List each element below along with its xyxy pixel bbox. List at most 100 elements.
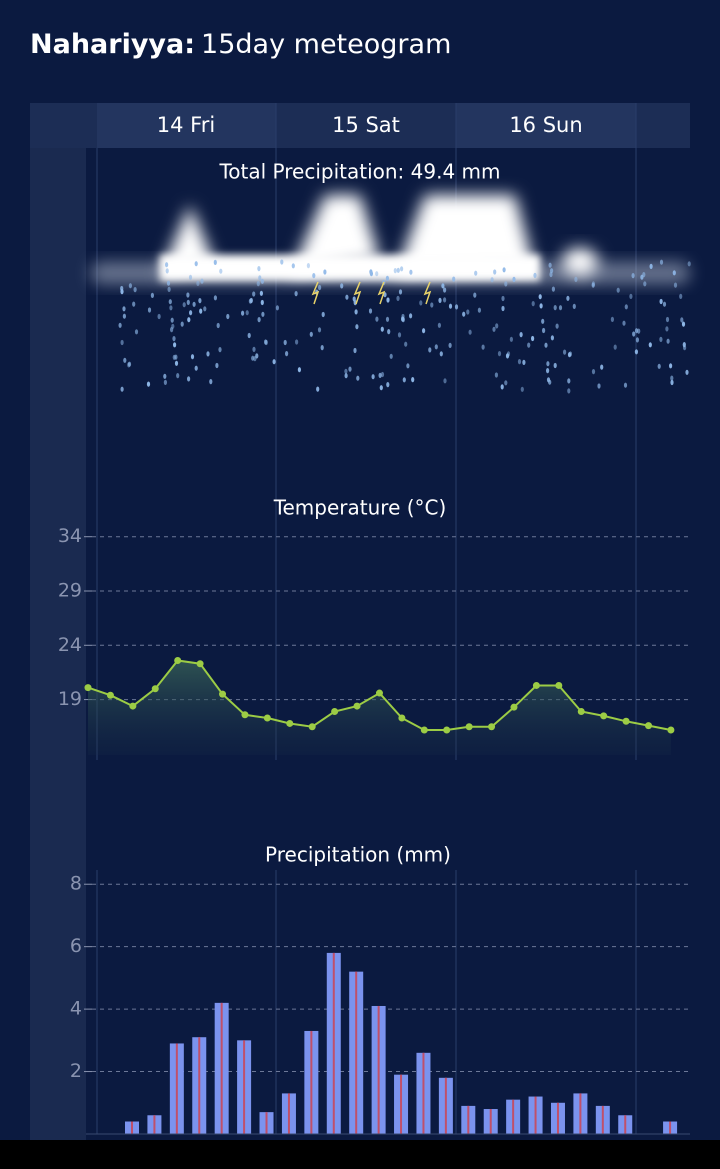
raindrop [643, 281, 647, 287]
temperature-point [174, 656, 182, 664]
raindrop [649, 263, 653, 269]
raindrop [245, 310, 249, 316]
precip-bar-stripe [422, 1052, 425, 1134]
temperature-point [622, 717, 630, 725]
raindrop [369, 269, 373, 275]
raindrop [283, 339, 287, 346]
raindrop [549, 271, 553, 278]
raindrop [379, 385, 383, 391]
day-separators [96, 103, 637, 1134]
precip-bar-stripe [355, 971, 358, 1134]
raindrop [546, 361, 550, 367]
raindrop [659, 259, 664, 265]
raindrop [550, 335, 555, 341]
raindrop [624, 304, 628, 310]
raindrop [468, 329, 472, 335]
temperature-point [465, 723, 473, 731]
raindrop [213, 259, 217, 265]
raindrop [637, 328, 641, 334]
raindrop [502, 267, 506, 273]
raindrop [497, 351, 502, 357]
raindrop [165, 262, 169, 268]
raindrop [393, 268, 397, 274]
raindrop [146, 381, 151, 387]
raindrop [187, 376, 191, 382]
raindrop [200, 278, 204, 284]
raindrop [544, 342, 548, 348]
raindrop [260, 299, 264, 306]
raindrop [533, 272, 537, 278]
precip-bar-stripe [400, 1074, 403, 1134]
raindrop [629, 293, 633, 299]
raindrop [553, 362, 557, 369]
raindrop [176, 373, 180, 379]
raindrop [492, 326, 496, 332]
raindrop [567, 388, 571, 394]
raindrop [452, 276, 456, 282]
raindrop [132, 301, 136, 307]
temperature-point [510, 703, 518, 711]
raindrop [409, 313, 413, 319]
raindrop [378, 372, 382, 378]
y-tick-label: 2 [70, 1060, 82, 1082]
raindrop [493, 269, 497, 275]
raindrop [259, 290, 263, 296]
raindrop [215, 362, 219, 369]
raindrop [317, 327, 322, 333]
raindrop [258, 275, 262, 281]
raindrop [134, 329, 139, 335]
raindrop [411, 377, 415, 383]
raindrop [323, 269, 327, 275]
raindrop [462, 311, 466, 317]
raindrop [219, 268, 223, 274]
raindrop [150, 292, 154, 298]
raindrop [441, 283, 445, 289]
raindrop [348, 366, 352, 372]
raindrop [501, 295, 505, 302]
raindrop [120, 289, 124, 295]
precip-bar-stripe [175, 1043, 178, 1134]
raindrop [443, 287, 447, 293]
raindrop [189, 310, 193, 316]
raindrop [434, 344, 438, 350]
raindrop [520, 386, 524, 392]
precip-bar-stripe [556, 1102, 559, 1134]
raindrop [539, 303, 543, 309]
raindrop [256, 281, 260, 287]
raindrop [252, 346, 256, 352]
raindrop [659, 298, 663, 305]
raindrop [531, 301, 535, 307]
day-label: 15 Sat [332, 113, 400, 137]
raindrop [318, 284, 322, 291]
raindrop [192, 301, 196, 307]
raindrop [437, 322, 441, 328]
precip-bar-stripe [287, 1093, 290, 1134]
raindrop [371, 374, 375, 380]
raindrop [120, 386, 124, 392]
raindrop [275, 305, 279, 311]
raindrop [163, 373, 167, 379]
raindrop [402, 377, 406, 383]
title: 15day meteogram [201, 29, 451, 60]
temperature-point [353, 702, 361, 710]
raindrop [180, 321, 184, 327]
raindrop [666, 338, 670, 344]
raindrop [285, 351, 289, 357]
temperature-point [398, 714, 406, 722]
raindrop [509, 336, 513, 342]
raindrop [673, 282, 678, 288]
raindrop [174, 360, 179, 366]
temperature-point [106, 691, 114, 699]
raindrop [563, 349, 567, 355]
raindrop [591, 369, 596, 375]
chart-title: Temperature (°C) [273, 496, 447, 520]
raindrop [163, 379, 167, 385]
temperature-area [88, 660, 671, 755]
raindrop [672, 270, 676, 276]
raindrop [597, 383, 601, 389]
raindrop [309, 331, 313, 337]
precip-bar-stripe [243, 1040, 246, 1134]
raindrop [572, 303, 576, 309]
raindrop [504, 380, 508, 386]
